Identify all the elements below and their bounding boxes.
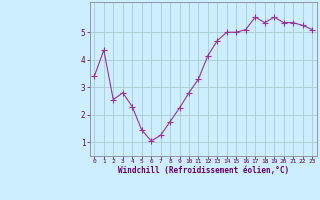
X-axis label: Windchill (Refroidissement éolien,°C): Windchill (Refroidissement éolien,°C) <box>118 166 289 175</box>
